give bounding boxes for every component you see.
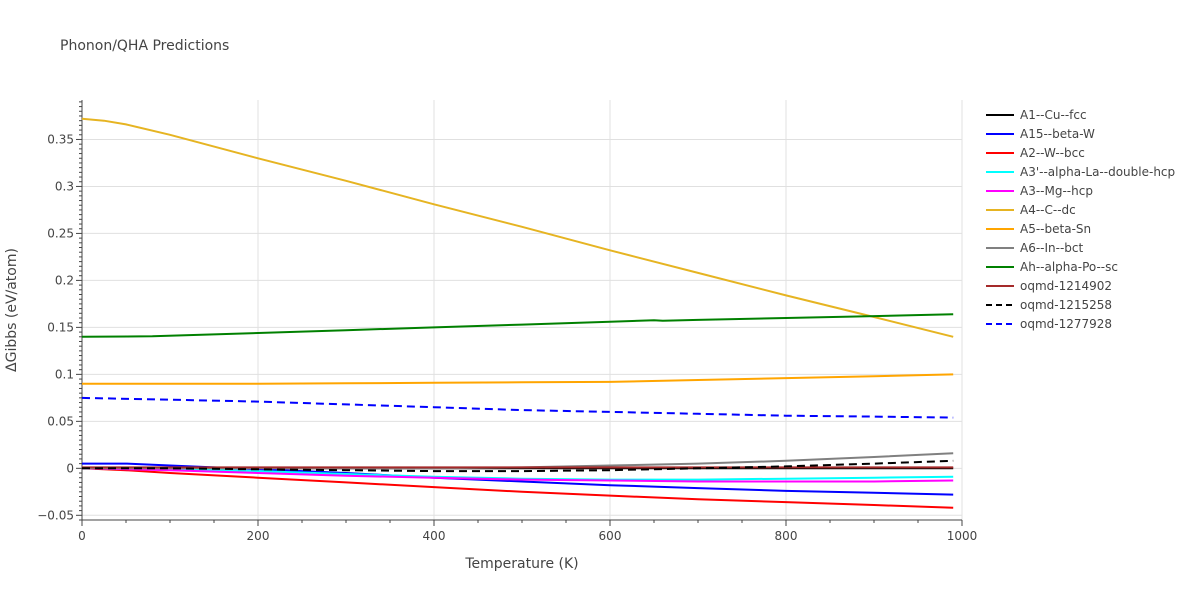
series-line-6 bbox=[81, 117, 954, 338]
legend-label: oqmd-1215258 bbox=[1020, 298, 1112, 312]
y-tick-label: −0.05 bbox=[37, 508, 74, 522]
legend-label: A15--beta-W bbox=[1020, 127, 1095, 141]
x-tick-label: 800 bbox=[775, 529, 798, 543]
x-tick-label: 0 bbox=[78, 529, 86, 543]
series-line-5 bbox=[81, 467, 954, 483]
y-tick-label: 0.3 bbox=[55, 179, 74, 193]
y-tick-label: 0 bbox=[66, 461, 74, 475]
series-line-7 bbox=[82, 373, 954, 385]
grid bbox=[82, 100, 963, 520]
x-tick-label: 200 bbox=[247, 529, 270, 543]
legend-label: A6--In--bct bbox=[1020, 241, 1084, 255]
series-line-4 bbox=[81, 467, 954, 481]
series-line-8 bbox=[82, 452, 954, 470]
legend-label: A3--Mg--hcp bbox=[1020, 184, 1093, 198]
x-axis-title: Temperature (K) bbox=[464, 556, 578, 572]
legend-label: A1--Cu--fcc bbox=[1020, 108, 1087, 122]
axes bbox=[76, 100, 963, 526]
x-tick-label: 1000 bbox=[947, 529, 978, 543]
legend: A1--Cu--fcc A15--beta-W A2--W--bcc A3'--alp… bbox=[986, 108, 1175, 331]
y-tick-label: 0.1 bbox=[55, 367, 74, 381]
y-tick-label: 0.05 bbox=[47, 414, 74, 428]
series-line-3 bbox=[81, 467, 954, 509]
series-line-12 bbox=[81, 396, 954, 419]
plot-lines bbox=[81, 117, 954, 509]
y-tick-label: 0.15 bbox=[47, 320, 74, 334]
x-tick-label: 400 bbox=[423, 529, 446, 543]
x-ticks: 0 200 400 600 800 1000 bbox=[78, 529, 977, 543]
legend-label: A3'--alpha-La--double-hcp bbox=[1020, 165, 1175, 179]
legend-label: A5--beta-Sn bbox=[1020, 222, 1091, 236]
legend-label: A2--W--bcc bbox=[1020, 146, 1085, 160]
series-line-11 bbox=[82, 459, 954, 473]
y-tick-label: 0.25 bbox=[47, 226, 74, 240]
y-ticks: −0.05 0 0.05 0.1 0.15 0.2 0.25 0.3 0.35 bbox=[37, 132, 74, 522]
legend-label: oqmd-1214902 bbox=[1020, 279, 1112, 293]
series-line-9 bbox=[81, 313, 954, 338]
legend-label: Ah--alpha-Po--sc bbox=[1020, 260, 1118, 274]
legend-label: A4--C--dc bbox=[1020, 203, 1076, 217]
x-tick-label: 600 bbox=[599, 529, 622, 543]
y-axis-title: ΔGibbs (eV/atom) bbox=[4, 248, 20, 372]
legend-label: oqmd-1277928 bbox=[1020, 317, 1112, 331]
chart-title: Phonon/QHA Predictions bbox=[60, 38, 229, 54]
y-tick-label: 0.35 bbox=[47, 132, 74, 146]
y-tick-label: 0.2 bbox=[55, 273, 74, 287]
